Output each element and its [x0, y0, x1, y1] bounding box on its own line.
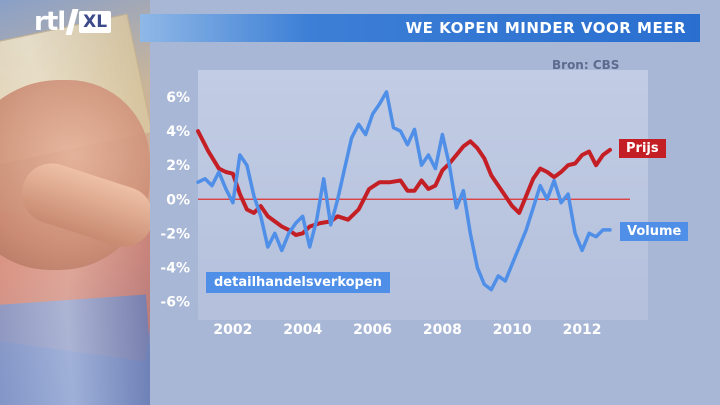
legend-prijs: Prijs — [619, 139, 666, 158]
y-tick-label: 4% — [166, 124, 190, 140]
series-line-prijs — [196, 129, 612, 237]
y-tick-label: -2% — [160, 226, 190, 242]
y-tick-label: -4% — [160, 260, 190, 276]
title-bar: WE KOPEN MINDER VOOR MEER — [140, 14, 700, 42]
y-tick-label: -6% — [160, 294, 190, 310]
y-tick-label: 6% — [166, 90, 190, 106]
legend-volume: Volume — [620, 222, 689, 241]
logo-sub-text: XL — [79, 11, 112, 33]
x-tick-label: 2008 — [423, 322, 462, 338]
y-tick-label: 0% — [166, 192, 190, 208]
x-tick-label: 2006 — [353, 322, 392, 338]
y-tick-label: 2% — [166, 158, 190, 174]
series-line-volume — [196, 90, 612, 292]
chart-title: WE KOPEN MINDER VOOR MEER — [405, 19, 686, 37]
x-tick-label: 2002 — [213, 322, 252, 338]
source-label: Bron: CBS — [552, 58, 620, 72]
x-tick-label: 2010 — [493, 322, 532, 338]
x-tick-label: 2012 — [563, 322, 602, 338]
chart-caption: detailhandelsverkopen — [206, 272, 390, 293]
background-photo — [0, 0, 150, 405]
x-tick-label: 2004 — [283, 322, 322, 338]
logo-main-text: rtl — [34, 7, 66, 37]
channel-logo: rtl XL — [34, 7, 112, 37]
